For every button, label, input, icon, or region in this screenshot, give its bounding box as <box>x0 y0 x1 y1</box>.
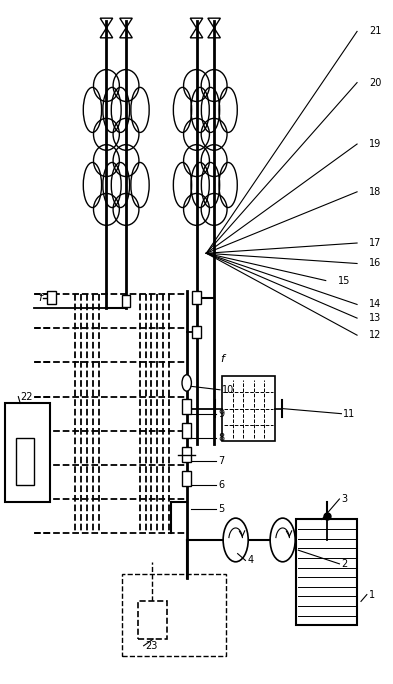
Text: f: f <box>38 293 42 302</box>
Text: 8: 8 <box>218 432 224 443</box>
Text: 15: 15 <box>338 276 350 285</box>
Text: 3: 3 <box>342 494 347 504</box>
Bar <box>16 438 34 486</box>
Text: 6: 6 <box>218 480 224 490</box>
Bar <box>192 291 201 304</box>
Text: 13: 13 <box>369 313 381 323</box>
Text: 23: 23 <box>145 641 158 650</box>
Bar <box>47 291 56 304</box>
Circle shape <box>182 375 191 391</box>
Bar <box>296 519 357 625</box>
Circle shape <box>270 518 295 562</box>
Bar <box>192 326 201 338</box>
Text: 1: 1 <box>369 590 375 600</box>
Bar <box>182 471 191 486</box>
Text: 12: 12 <box>369 330 381 340</box>
Bar <box>5 404 50 503</box>
Text: 21: 21 <box>369 27 381 36</box>
Text: 7: 7 <box>218 456 224 466</box>
Bar <box>182 399 191 415</box>
Bar <box>222 376 275 441</box>
Bar <box>122 574 226 656</box>
Text: 18: 18 <box>369 187 381 197</box>
Bar <box>122 295 130 307</box>
Text: 20: 20 <box>369 77 381 88</box>
Text: 22: 22 <box>20 392 33 402</box>
Bar <box>138 601 167 639</box>
Bar <box>182 447 191 462</box>
Text: 11: 11 <box>343 408 356 419</box>
Text: f: f <box>220 354 224 364</box>
Text: 9: 9 <box>218 408 224 419</box>
Bar <box>182 423 191 438</box>
Text: 4: 4 <box>248 555 253 566</box>
Text: 16: 16 <box>369 259 381 269</box>
Text: 2: 2 <box>342 559 348 569</box>
Text: 5: 5 <box>218 504 224 514</box>
Text: 19: 19 <box>369 139 381 149</box>
Text: 17: 17 <box>369 238 381 248</box>
Text: 10: 10 <box>222 385 234 395</box>
Circle shape <box>223 518 248 562</box>
Text: 14: 14 <box>369 300 381 309</box>
